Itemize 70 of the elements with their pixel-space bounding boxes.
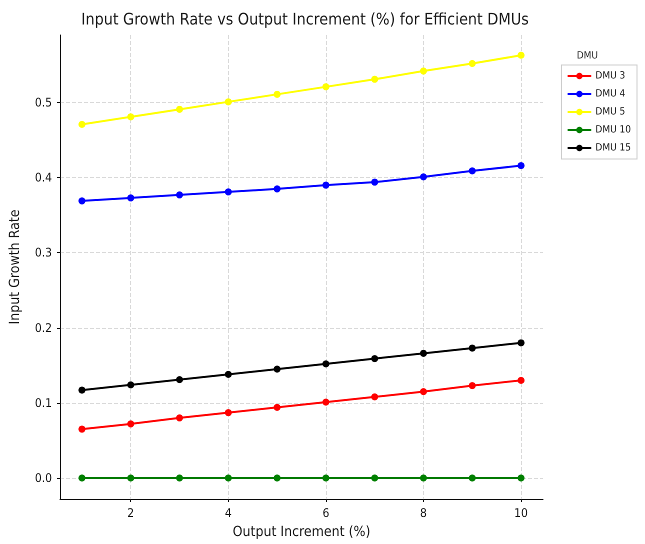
- point: [518, 339, 525, 346]
- point: [322, 398, 330, 406]
- point: [371, 474, 378, 482]
- point: [322, 360, 330, 368]
- point: [274, 366, 281, 373]
- point: [518, 162, 525, 170]
- point: [518, 376, 525, 384]
- point: [371, 393, 378, 400]
- point: [420, 350, 427, 357]
- legend-label: DMU 10: [595, 124, 632, 136]
- x-tick-label: 2: [127, 506, 134, 520]
- point: [274, 90, 281, 98]
- point: [322, 83, 330, 90]
- point: [322, 182, 330, 189]
- legend-label: DMU 3: [595, 70, 626, 82]
- y-tick-label: 0.1: [34, 396, 52, 410]
- point: [176, 106, 184, 113]
- y-tick-label: 0.2: [34, 320, 52, 335]
- point: [420, 173, 427, 180]
- legend-label: DMU 15: [595, 142, 632, 154]
- point: [371, 355, 378, 362]
- point: [274, 185, 281, 192]
- point: [518, 52, 525, 59]
- x-tick-label: 8: [420, 506, 428, 520]
- point: [224, 188, 232, 196]
- y-tick-label: 0.4: [34, 170, 52, 185]
- point: [224, 409, 232, 416]
- point: [78, 197, 86, 204]
- point: [468, 382, 476, 390]
- y-tick-label: 0.5: [34, 96, 52, 110]
- point: [176, 191, 184, 198]
- point: [322, 474, 330, 482]
- point: [371, 178, 378, 186]
- point: [78, 120, 86, 128]
- point: [176, 414, 184, 422]
- point: [274, 474, 281, 482]
- point: [468, 474, 476, 482]
- x-tick-label: 6: [322, 506, 330, 520]
- y-tick-label: 0.3: [34, 246, 52, 260]
- point: [127, 194, 134, 202]
- point: [420, 474, 427, 482]
- point: [127, 113, 134, 120]
- point: [224, 98, 232, 106]
- point: [420, 388, 427, 396]
- point: [127, 474, 134, 482]
- point: [127, 420, 134, 428]
- point: [78, 426, 86, 433]
- point: [176, 474, 184, 482]
- y-tick-label: 0.0: [34, 470, 52, 485]
- x-axis-title: Output Increment (%): [232, 524, 370, 540]
- point: [78, 386, 86, 394]
- chart-title: Input Growth Rate vs Output Increment (%) for Efficient DMUs: [81, 10, 529, 28]
- point: [127, 381, 134, 388]
- point: [78, 474, 86, 482]
- point: [371, 76, 378, 83]
- point: [420, 68, 427, 75]
- y-axis-title: Input Growth Rate: [7, 209, 23, 325]
- legend-label: DMU 5: [595, 106, 626, 118]
- point: [224, 370, 232, 378]
- x-tick-label: 10: [514, 506, 528, 520]
- point: [468, 344, 476, 352]
- point: [224, 474, 232, 482]
- legend-label: DMU 4: [595, 88, 626, 100]
- point: [176, 376, 184, 384]
- point: [274, 404, 281, 411]
- point: [468, 60, 476, 68]
- point: [518, 474, 525, 482]
- x-tick-label: 4: [224, 506, 232, 520]
- point: [468, 167, 476, 174]
- legend-title: DMU: [576, 50, 598, 62]
